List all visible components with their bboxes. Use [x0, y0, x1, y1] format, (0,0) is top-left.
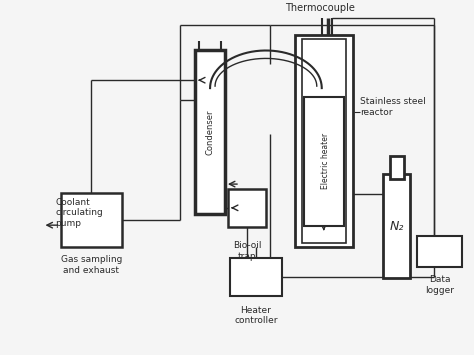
Text: Condenser: Condenser	[206, 109, 215, 155]
Text: Data
logger: Data logger	[425, 275, 455, 295]
Bar	[230, 258, 282, 296]
Text: Coolant
circulating
pump: Coolant circulating pump	[55, 198, 103, 228]
Text: Heater
controller: Heater controller	[234, 306, 278, 325]
Bar	[302, 39, 346, 244]
Bar	[390, 157, 403, 179]
Text: Electric heater: Electric heater	[321, 133, 330, 190]
Text: Thermocouple: Thermocouple	[285, 3, 355, 13]
Text: N₂: N₂	[389, 220, 404, 233]
Bar	[418, 236, 462, 267]
Bar	[61, 193, 122, 247]
Bar	[383, 174, 410, 278]
Bar	[304, 97, 344, 226]
Bar	[228, 189, 266, 226]
Text: Stainless steel
reactor: Stainless steel reactor	[360, 97, 425, 116]
Bar	[195, 50, 225, 214]
Text: Bio-oil
trap: Bio-oil trap	[233, 241, 261, 261]
Text: Gas sampling
and exhaust: Gas sampling and exhaust	[61, 255, 122, 275]
Bar	[295, 35, 353, 247]
